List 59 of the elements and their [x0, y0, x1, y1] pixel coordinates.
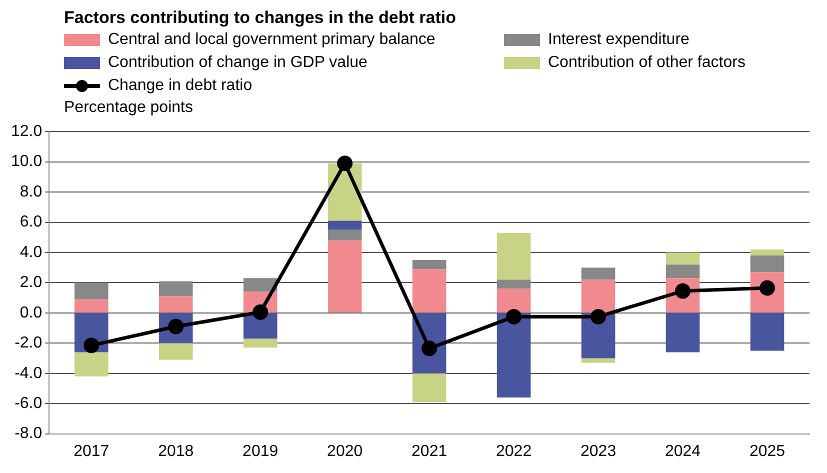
bar — [158, 343, 193, 360]
y-tick-label: 10.0 — [11, 153, 42, 170]
bar — [666, 264, 700, 278]
bar — [581, 358, 616, 363]
bar — [243, 338, 278, 348]
bar — [412, 373, 446, 402]
y-tick-label: 2.0 — [20, 274, 42, 292]
x-tick-label: 2021 — [412, 442, 448, 460]
bar — [666, 252, 700, 265]
x-tick-label: 2020 — [327, 442, 363, 460]
x-tick-label: 2023 — [580, 442, 616, 460]
bar — [158, 296, 193, 312]
point — [84, 338, 100, 354]
y-tick-label: -4.0 — [14, 364, 42, 382]
bar — [412, 260, 446, 270]
bar — [158, 281, 193, 296]
chart-title: Factors contributing to changes in the debt ratio — [64, 8, 457, 28]
bar — [581, 280, 616, 312]
legend-label: Central and local government primary balance — [108, 30, 436, 50]
x-tick-label: 2019 — [242, 442, 278, 460]
y-tick-label: 6.0 — [20, 214, 42, 231]
x-tick-label: 2024 — [664, 442, 701, 460]
y-axis-title: Percentage points — [64, 98, 194, 118]
bar — [74, 282, 108, 300]
point — [506, 308, 522, 324]
legend-label: Contribution of change in GDP value — [108, 53, 368, 73]
bar — [328, 230, 362, 240]
bar — [328, 220, 362, 230]
bar — [750, 256, 784, 272]
x-tick-label: 2017 — [74, 442, 110, 460]
y-tick-label: 8.0 — [20, 183, 42, 200]
bar — [496, 232, 531, 280]
y-tick-label: -8.0 — [14, 425, 42, 442]
bar — [496, 313, 531, 398]
bar — [581, 268, 616, 280]
bar — [750, 313, 784, 351]
legend-label: Interest expenditure — [548, 30, 690, 50]
legend-label: Change in debt ratio — [108, 76, 252, 96]
bar — [74, 299, 108, 312]
x-tick-label: 2018 — [158, 442, 194, 460]
point — [337, 156, 353, 172]
bar — [750, 249, 784, 256]
bar — [496, 288, 531, 312]
y-tick-label: 0.0 — [20, 304, 42, 322]
legend-label: Contribution of other factors — [548, 53, 746, 73]
x-tick-label: 2022 — [496, 442, 532, 460]
y-tick-label: 12.0 — [11, 123, 42, 140]
bar — [666, 313, 700, 352]
x-tick-label: 2025 — [749, 442, 786, 460]
bar — [328, 240, 362, 312]
y-tick-label: -6.0 — [14, 394, 42, 412]
bar — [243, 278, 278, 292]
bar — [412, 269, 446, 312]
bar — [496, 280, 531, 289]
point — [252, 304, 268, 320]
bar — [74, 352, 108, 376]
point — [590, 308, 606, 324]
y-tick-label: 4.0 — [20, 244, 42, 261]
y-tick-label: -2.0 — [14, 334, 42, 352]
